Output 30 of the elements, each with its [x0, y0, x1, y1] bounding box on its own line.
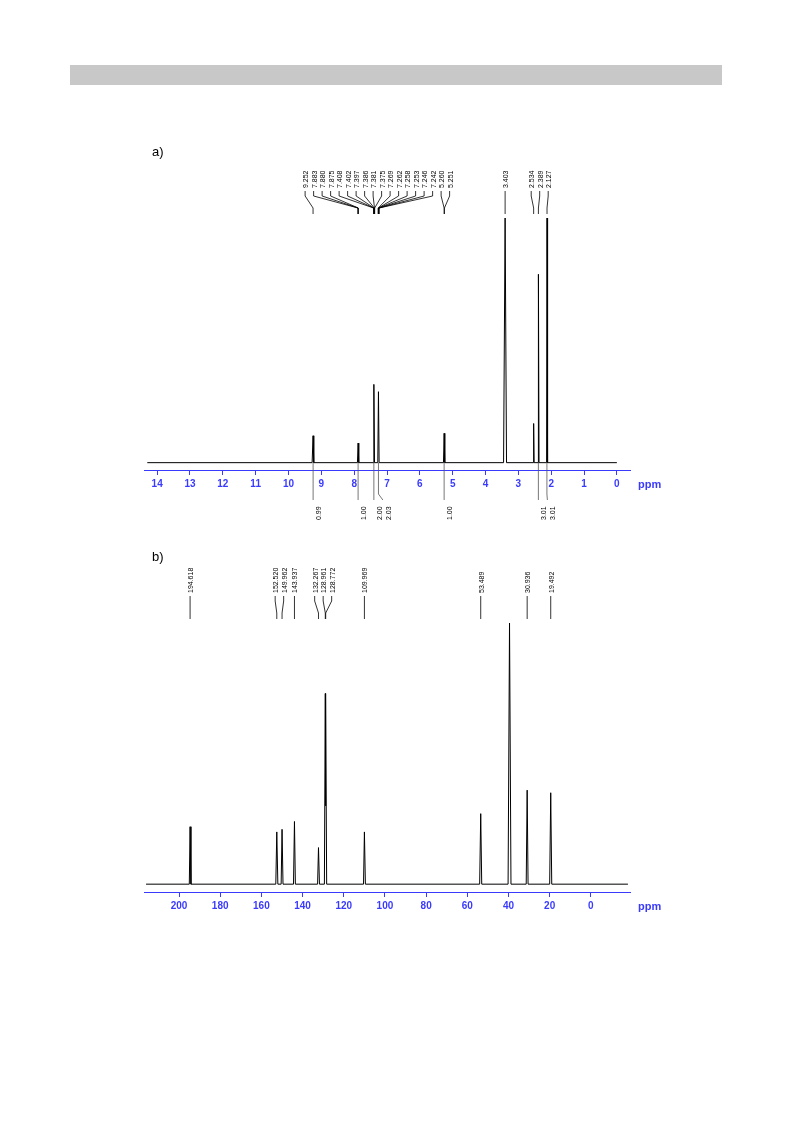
x-tick-label: 1 — [581, 477, 588, 489]
x-axis-title: ppm — [638, 899, 662, 912]
x-tick-label: 180 — [211, 899, 229, 911]
x-tick-label: 60 — [461, 899, 474, 911]
x-tick-label: 0 — [614, 477, 621, 489]
chart-title: a) — [152, 144, 164, 160]
x-tick-label: 3 — [515, 477, 522, 489]
x-tick-label: 4 — [482, 477, 489, 489]
x-tick-label: 2 — [548, 477, 555, 489]
x-tick-label: 160 — [253, 899, 271, 911]
x-tick-label: 100 — [376, 899, 394, 911]
x-tick-label: 14 — [151, 477, 164, 489]
x-tick-label: 12 — [217, 477, 229, 489]
x-tick-label: 200 — [170, 899, 188, 911]
x-tick-label: 80 — [420, 899, 433, 911]
x-tick-label: 5 — [449, 477, 456, 489]
x-tick-label: 11 — [250, 477, 262, 489]
x-axis-title: ppm — [638, 477, 662, 490]
x-tick-label: 140 — [294, 899, 312, 911]
chart-title: b) — [152, 549, 164, 565]
x-tick-label: 120 — [335, 899, 353, 911]
x-tick-label: 20 — [544, 899, 556, 911]
x-tick-label: 13 — [184, 477, 196, 489]
x-tick-label: 8 — [351, 477, 358, 489]
x-tick-label: 10 — [282, 477, 295, 489]
x-tick-label: 0 — [588, 899, 595, 911]
x-tick-label: 9 — [318, 477, 325, 489]
x-tick-label: 40 — [502, 899, 515, 911]
x-tick-label: 6 — [417, 477, 424, 489]
x-tick-label: 7 — [384, 477, 391, 489]
